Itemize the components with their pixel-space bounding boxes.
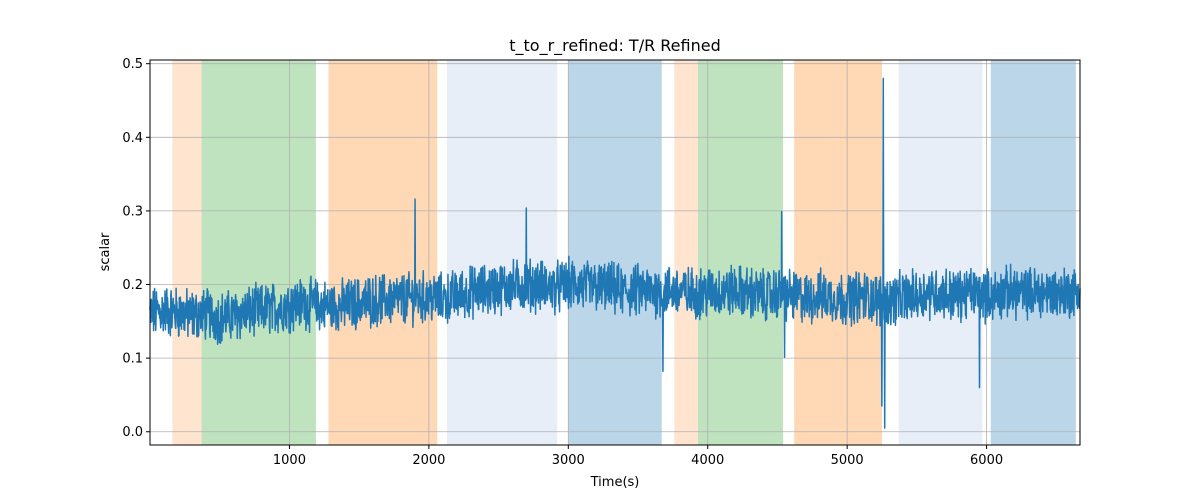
- shaded-region-4: [446, 60, 558, 445]
- shaded-region-10: [990, 60, 1076, 445]
- y-tick-label-1: 0.0: [122, 425, 143, 440]
- shaded-region-3: [328, 60, 438, 445]
- x-tick-label-2: 2000: [412, 453, 445, 468]
- y-tick-label-6: 0.5: [122, 57, 143, 72]
- y-tick-label-5: 0.4: [122, 131, 143, 146]
- series-line: [149, 77, 1081, 429]
- y-tick-label-2: 0.1: [122, 352, 143, 367]
- chart-title: t_to_r_refined: T/R Refined: [509, 36, 721, 56]
- shaded-regions: [172, 60, 1076, 445]
- grid-lines: [150, 60, 1080, 445]
- x-tick-label-6: 6000: [970, 453, 1003, 468]
- shaded-region-5: [568, 60, 662, 445]
- plot-area: [149, 59, 1081, 446]
- shaded-region-1: [172, 60, 202, 445]
- x-tick-label-5: 5000: [831, 453, 864, 468]
- shaded-region-8: [794, 60, 883, 445]
- axes-frame: [149, 59, 1081, 446]
- series-group: [149, 77, 1081, 429]
- shaded-region-7: [697, 60, 784, 445]
- x-axis: 1000 2000 3000 4000 5000 6000: [273, 445, 1003, 468]
- shaded-region-9: [898, 60, 983, 445]
- shaded-region-2: [201, 60, 316, 445]
- shaded-region-6: [674, 60, 698, 445]
- x-tick-label-3: 3000: [552, 453, 585, 468]
- x-tick-label-1: 1000: [273, 453, 306, 468]
- y-tick-label-4: 0.3: [122, 204, 143, 219]
- y-axis-label: scalar: [98, 232, 113, 271]
- y-axis: 0.0 0.1 0.2 0.3 0.4 0.5: [122, 57, 150, 440]
- x-tick-label-4: 4000: [691, 453, 724, 468]
- x-axis-label: Time(s): [590, 475, 640, 490]
- y-tick-label-3: 0.2: [122, 278, 143, 293]
